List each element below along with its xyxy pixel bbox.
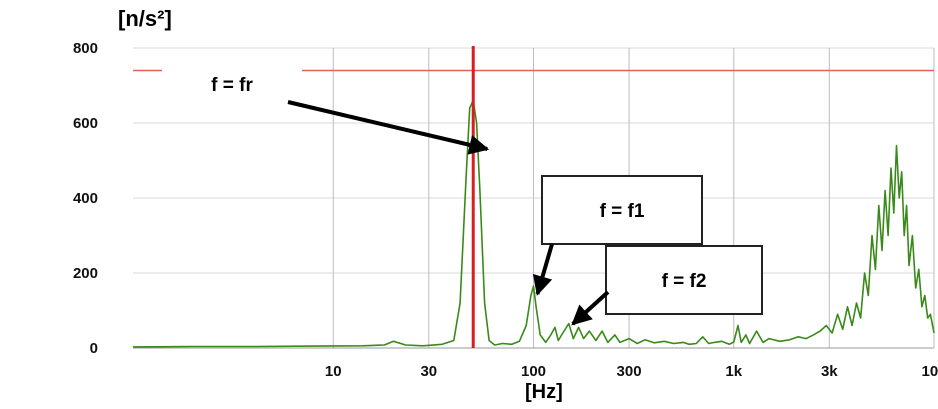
annotation-arrow xyxy=(532,243,554,296)
x-tick-label: 100 xyxy=(521,363,546,380)
annotation-box xyxy=(605,245,763,315)
x-tick-label: 10k xyxy=(921,363,938,380)
y-tick-label: 200 xyxy=(73,265,98,282)
y-tick-label: 600 xyxy=(73,115,98,132)
annotation-box xyxy=(541,175,703,245)
x-tick-label: 300 xyxy=(617,363,642,380)
annotation-arrow xyxy=(571,290,610,326)
x-axis-label: [Hz] xyxy=(525,381,563,403)
x-tick-label: 3k xyxy=(821,363,838,380)
x-tick-label: 1k xyxy=(725,363,742,380)
x-tick-label: 10 xyxy=(325,363,342,380)
annotation-arrow xyxy=(287,100,490,155)
y-tick-label: 0 xyxy=(90,340,98,357)
y-axis-label: [n/s²] xyxy=(118,6,172,31)
y-tick-label: 400 xyxy=(73,190,98,207)
y-tick-label: 800 xyxy=(73,40,98,57)
series-line xyxy=(132,99,935,348)
annotation-label: f = f2 xyxy=(662,271,707,292)
x-tick-label: 30 xyxy=(420,363,437,380)
annotation-box xyxy=(162,68,302,100)
annotation-label: f = f1 xyxy=(600,201,645,222)
annotation-label: f = fr xyxy=(211,75,253,96)
